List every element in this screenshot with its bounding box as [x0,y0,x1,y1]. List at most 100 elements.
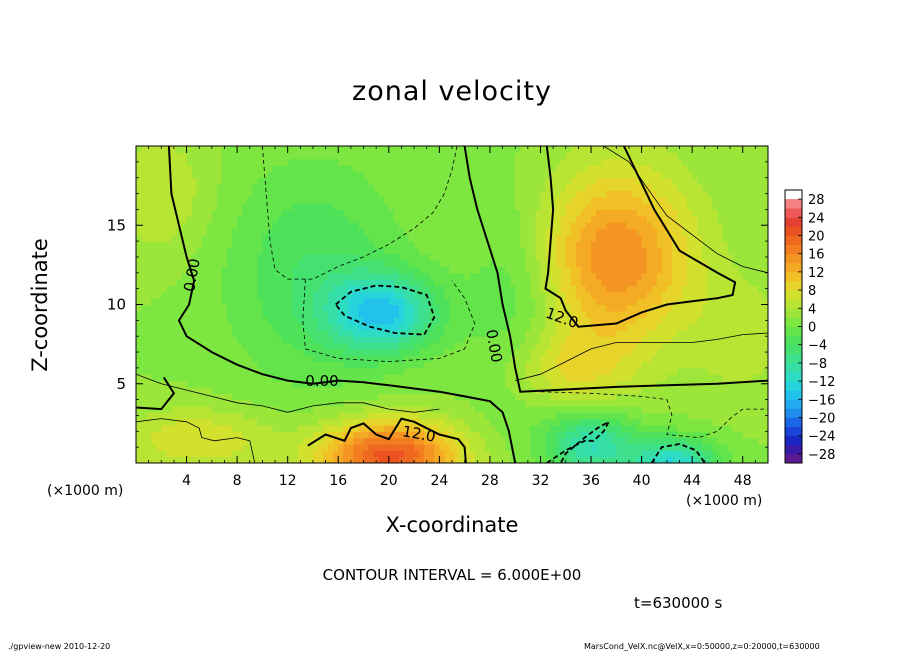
field-cell [403,342,410,350]
field-cell [237,171,243,179]
field-cell [606,272,612,280]
field-cell [206,228,213,236]
field-cell [328,310,334,318]
field-cell [287,260,294,268]
field-cell [353,215,360,223]
field-cell [596,367,602,375]
field-cell [312,260,319,268]
field-cell [515,146,521,153]
field-cell [444,418,451,426]
field-cell [449,209,456,217]
field-cell [591,323,597,331]
field-cell [373,165,380,172]
field-cell [216,437,223,445]
field-cell [378,272,385,280]
field-cell [636,431,643,439]
field-cell [454,399,461,407]
field-cell [464,443,471,451]
field-cell [626,253,633,261]
field-cell [363,196,370,204]
field-cell [227,323,233,331]
field-cell [292,272,299,280]
field-cell [454,209,461,217]
field-cell [343,215,349,223]
field-cell [505,247,511,255]
field-cell [555,450,562,458]
field-cell [267,184,274,191]
field-cell [449,323,456,331]
field-cell [196,171,203,179]
field-cell [616,158,622,166]
field-cell [545,184,552,191]
field-cell [156,291,162,299]
field-cell [348,285,355,293]
field-cell [631,310,638,318]
field-cell [429,171,435,179]
field-cell [292,342,299,350]
field-cell [307,399,314,407]
field-cell [601,386,607,394]
field-cell [247,348,253,356]
field-cell [449,361,456,369]
field-cell [596,234,602,242]
field-cell [201,203,208,210]
field-cell [520,437,526,445]
field-cell [601,348,607,356]
field-cell [323,399,329,407]
field-cell [585,348,592,356]
field-cell [363,367,370,375]
field-cell [550,165,557,172]
field-cell [232,336,238,344]
field-cell [141,298,147,306]
field-cell [611,310,617,318]
field-cell [596,152,602,160]
field-cell [414,298,420,306]
field-cell [186,304,193,312]
field-cell [398,405,405,413]
field-cell [388,272,395,280]
field-cell [464,437,471,445]
field-cell [575,336,582,344]
field-cell [464,203,471,210]
field-cell [429,203,435,210]
field-cell [479,215,486,223]
field-cell [216,431,223,439]
field-cell [449,146,456,153]
field-cell [403,272,410,280]
field-cell [434,291,440,299]
field-cell [464,386,471,394]
field-cell [439,158,446,166]
field-cell [388,184,395,191]
field-cell [136,399,142,407]
field-cell [616,437,622,445]
field-cell [323,443,329,451]
field-cell [237,165,243,172]
field-cell [585,412,592,420]
field-cell [510,431,516,439]
field-cell [601,304,607,312]
field-cell [550,228,557,236]
field-cell [444,190,451,198]
field-cell [449,418,456,426]
field-cell [211,380,218,388]
field-cell [237,190,243,198]
field-cell [601,405,607,413]
field-cell [616,374,622,382]
field-cell [186,171,193,179]
field-cell [242,336,248,344]
field-cell [307,437,314,445]
field-cell [353,304,360,312]
field-cell [601,177,607,185]
field-cell [247,412,253,420]
field-cell [454,260,461,268]
field-cell [414,184,420,191]
field-cell [631,329,638,337]
field-cell [141,348,147,356]
field-cell [151,171,157,179]
field-cell [429,177,435,185]
field-cell [363,272,370,280]
field-cell [373,203,380,210]
field-cell [257,361,263,369]
field-cell [186,196,193,204]
field-cell [151,158,157,166]
